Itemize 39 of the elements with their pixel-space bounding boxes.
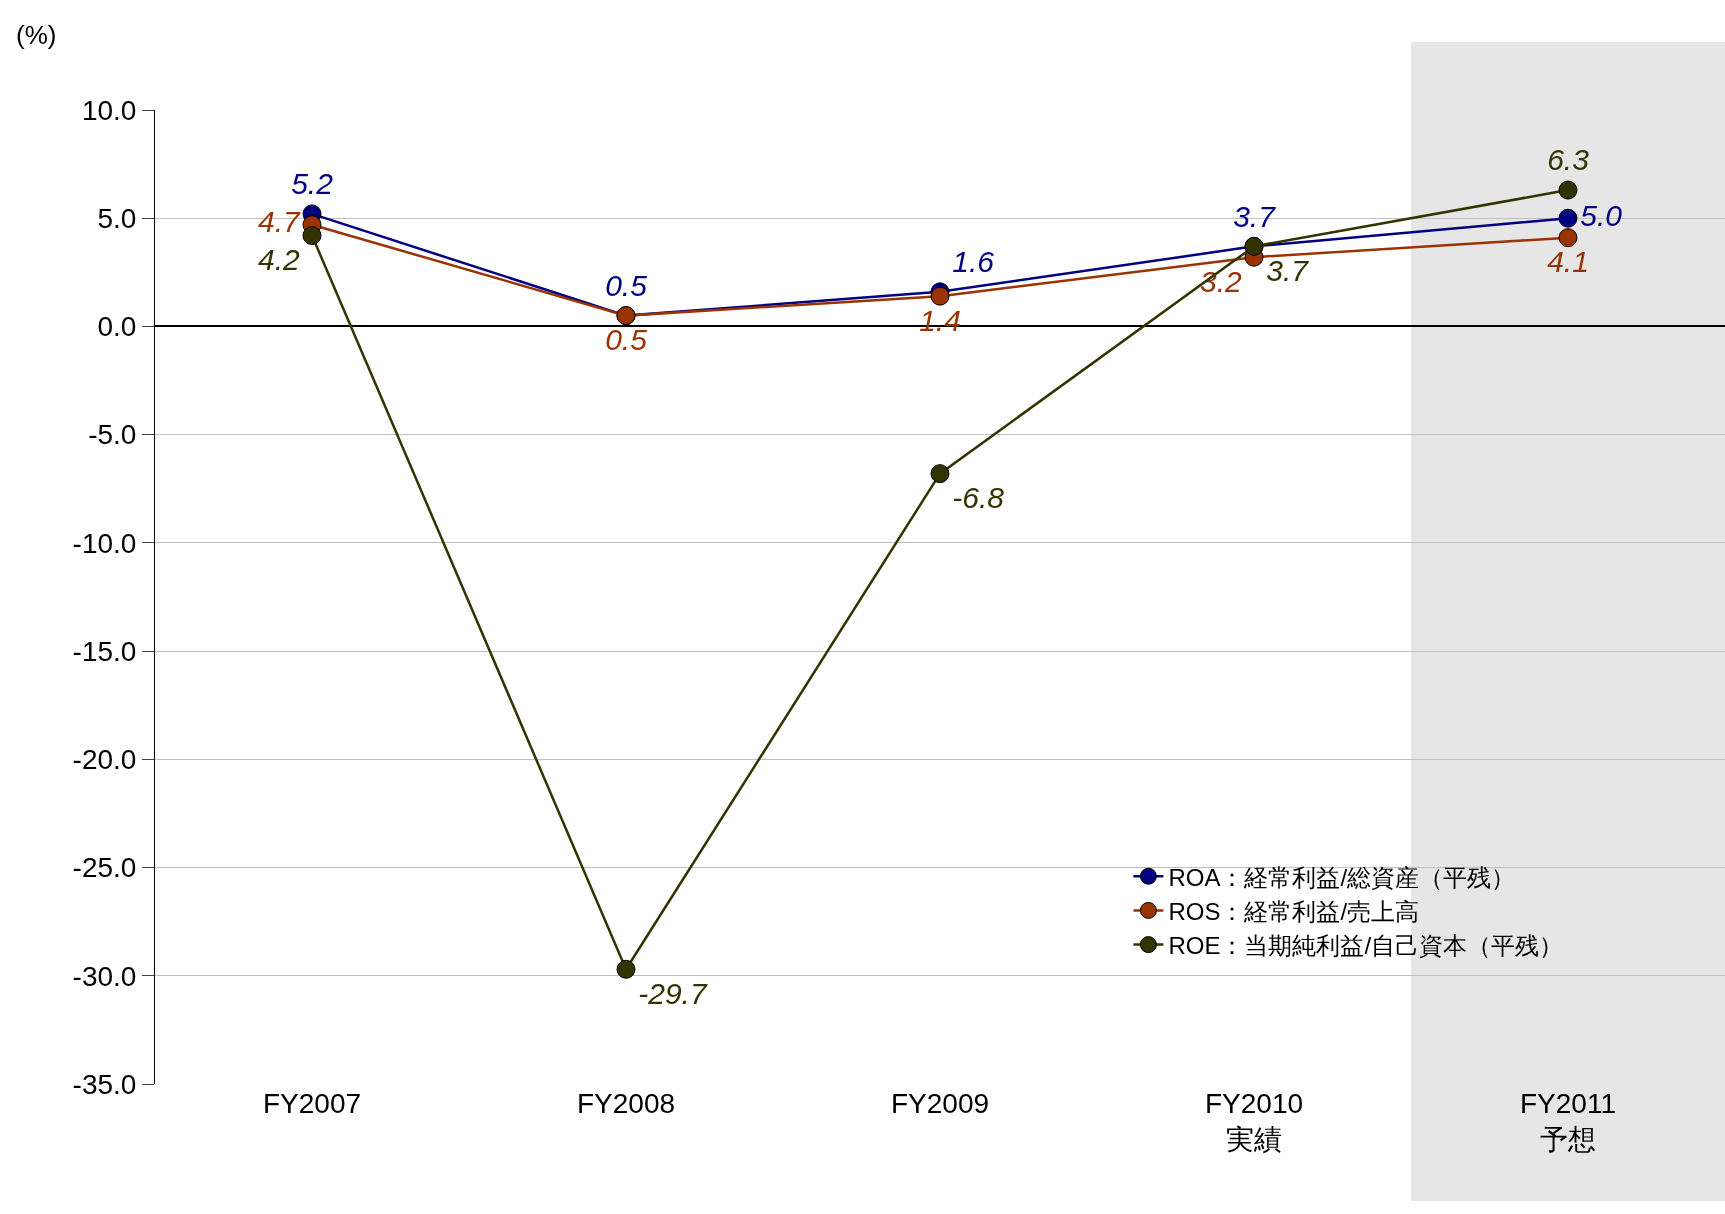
data-label: 3.7 (1266, 254, 1310, 288)
data-label: 6.3 (1547, 143, 1590, 177)
x-tick-label: FY2009 (890, 1088, 990, 1119)
y-tick-label: -15.0 (72, 635, 137, 667)
x-tick-label: FY2010 実績 (1204, 1088, 1304, 1156)
data-label: -6.8 (952, 481, 1005, 515)
legend-label: ROS：経常利益/売上高 (1168, 897, 1420, 925)
data-label: 4.2 (258, 243, 301, 277)
y-tick-label: 5.0 (97, 203, 137, 235)
point (930, 464, 950, 484)
point (1558, 228, 1578, 248)
data-label: 4.7 (258, 205, 302, 239)
y-tick-label: 10.0 (81, 94, 137, 126)
data-label: 5.2 (291, 167, 334, 201)
y-tick-label: -30.0 (72, 960, 137, 992)
y-axis-title: (%) (16, 20, 57, 50)
y-tick-label: -5.0 (88, 419, 137, 451)
x-tick-label: FY2007 (262, 1088, 362, 1119)
y-tick-label: -20.0 (72, 744, 137, 776)
y-tick-label: -25.0 (72, 852, 137, 884)
y-tick-label: -10.0 (72, 527, 137, 559)
legend-label: ROE：当期純利益/自己資本（平残） (1168, 931, 1564, 959)
data-label: 3.2 (1200, 264, 1243, 298)
data-label: -29.7 (638, 977, 708, 1011)
x-tick-label: FY2008 (576, 1088, 676, 1119)
point (616, 959, 636, 979)
legend-label: ROA：経常利益/総資産（平残） (1168, 863, 1516, 891)
data-label: 3.7 (1233, 199, 1277, 233)
data-label: 1.6 (952, 245, 995, 279)
data-label: 0.5 (605, 323, 648, 357)
point (302, 226, 322, 246)
x-tick-label: FY2011 予想 (1520, 1088, 1616, 1156)
data-label: 5.0 (1580, 198, 1623, 232)
data-label: 0.5 (605, 268, 648, 302)
point (1558, 208, 1578, 228)
point (1558, 180, 1578, 200)
y-tick-label: -35.0 (72, 1068, 137, 1100)
data-label: 4.1 (1547, 245, 1589, 279)
y-tick-label: 0.0 (97, 311, 137, 343)
